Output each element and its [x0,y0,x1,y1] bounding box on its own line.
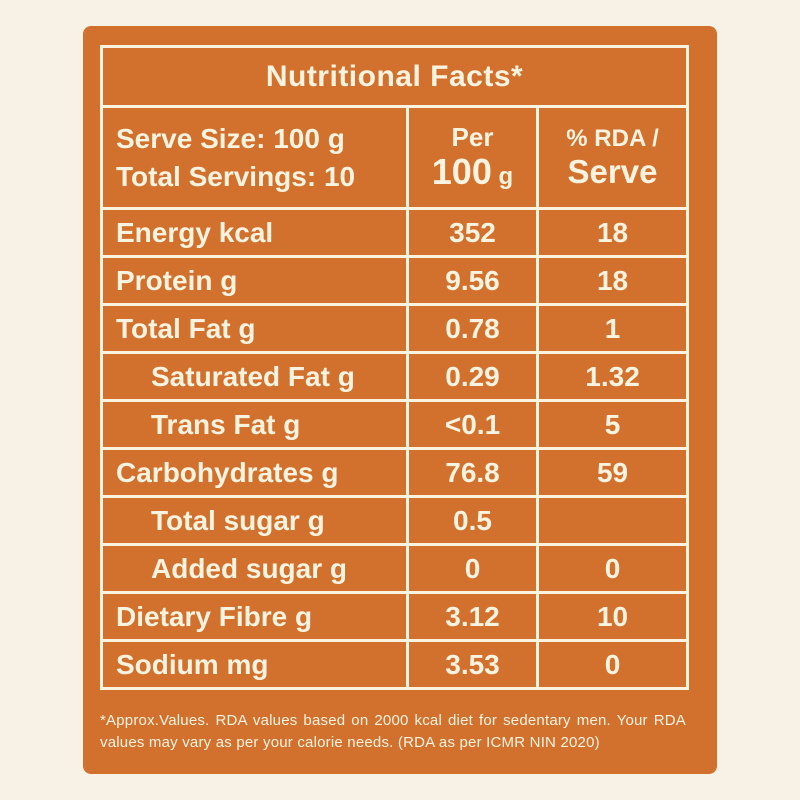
row-per100g-value: 3.12 [406,591,539,642]
table-row-total-fat: Total Fat g 0.78 1 [100,303,690,354]
nutrition-facts-table: Nutritional Facts* Serve Size: 100 g Tot… [99,45,690,690]
row-per100g-value: <0.1 [406,399,539,450]
rda-column-header: % RDA / Serve [535,105,690,210]
total-servings-text: Total Servings: 10 [116,160,356,192]
row-per100g-value: 0.29 [406,351,539,402]
table-row-added-sugar: Added sugar g 0 0 [100,543,690,594]
table-title: Nutritional Facts* [99,45,690,108]
row-per100g-value: 0 [406,543,539,594]
table-row-protein: Protein g 9.56 18 [100,255,690,306]
column-header-row: Serve Size: 100 g Total Servings: 10 Per… [100,105,690,210]
row-rda-value: 5 [535,399,690,450]
row-per100g-value: 9.56 [406,255,539,306]
row-rda-value: 1 [535,303,690,354]
row-per100g-value: 3.53 [406,639,539,690]
footnote-text: *Approx.Values. RDA values based on 2000… [100,712,686,751]
title-row: Nutritional Facts* [99,45,690,108]
table-row-carbohydrates: Carbohydrates g 76.8 59 [100,447,690,498]
table-row-energy: Energy kcal 352 18 [100,207,690,258]
per-100g-column-header: Per 100 g [406,105,539,210]
row-label: Energy kcal [100,207,409,258]
row-label: Protein g [100,255,409,306]
table-row-dietary-fibre: Dietary Fibre g 3.12 10 [100,591,690,642]
row-rda-value: 10 [535,591,690,642]
row-label: Saturated Fat g [100,351,409,402]
row-label: Trans Fat g [100,399,409,450]
per-value-text: 100 g [431,151,514,193]
rda-line1-text: % RDA / [566,124,659,152]
table-row-sodium: Sodium mg 3.53 0 [100,639,690,690]
row-rda-value: 59 [535,447,690,498]
row-label: Carbohydrates g [100,447,409,498]
table-row-total-sugar: Total sugar g 0.5 [100,495,690,546]
row-per100g-value: 76.8 [406,447,539,498]
row-label: Total sugar g [100,495,409,546]
row-label: Total Fat g [100,303,409,354]
row-rda-value: 18 [535,207,690,258]
table-row-trans-fat: Trans Fat g <0.1 5 [100,399,690,450]
rda-line2-text: Serve [567,152,658,190]
row-rda-value [535,495,690,546]
row-rda-value: 0 [535,639,690,690]
table-row-saturated-fat: Saturated Fat g 0.29 1.32 [100,351,690,402]
nutrition-label-panel: Nutritional Facts* Serve Size: 100 g Tot… [83,26,717,774]
row-label: Dietary Fibre g [100,591,409,642]
serve-size-text: Serve Size: 100 g [116,122,345,154]
row-per100g-value: 352 [406,207,539,258]
row-rda-value: 18 [535,255,690,306]
row-per100g-value: 0.78 [406,303,539,354]
row-label: Sodium mg [100,639,409,690]
serving-info-header: Serve Size: 100 g Total Servings: 10 [100,105,409,210]
row-per100g-value: 0.5 [406,495,539,546]
row-rda-value: 1.32 [535,351,690,402]
row-label: Added sugar g [100,543,409,594]
per-label-text: Per [451,121,494,152]
row-rda-value: 0 [535,543,690,594]
